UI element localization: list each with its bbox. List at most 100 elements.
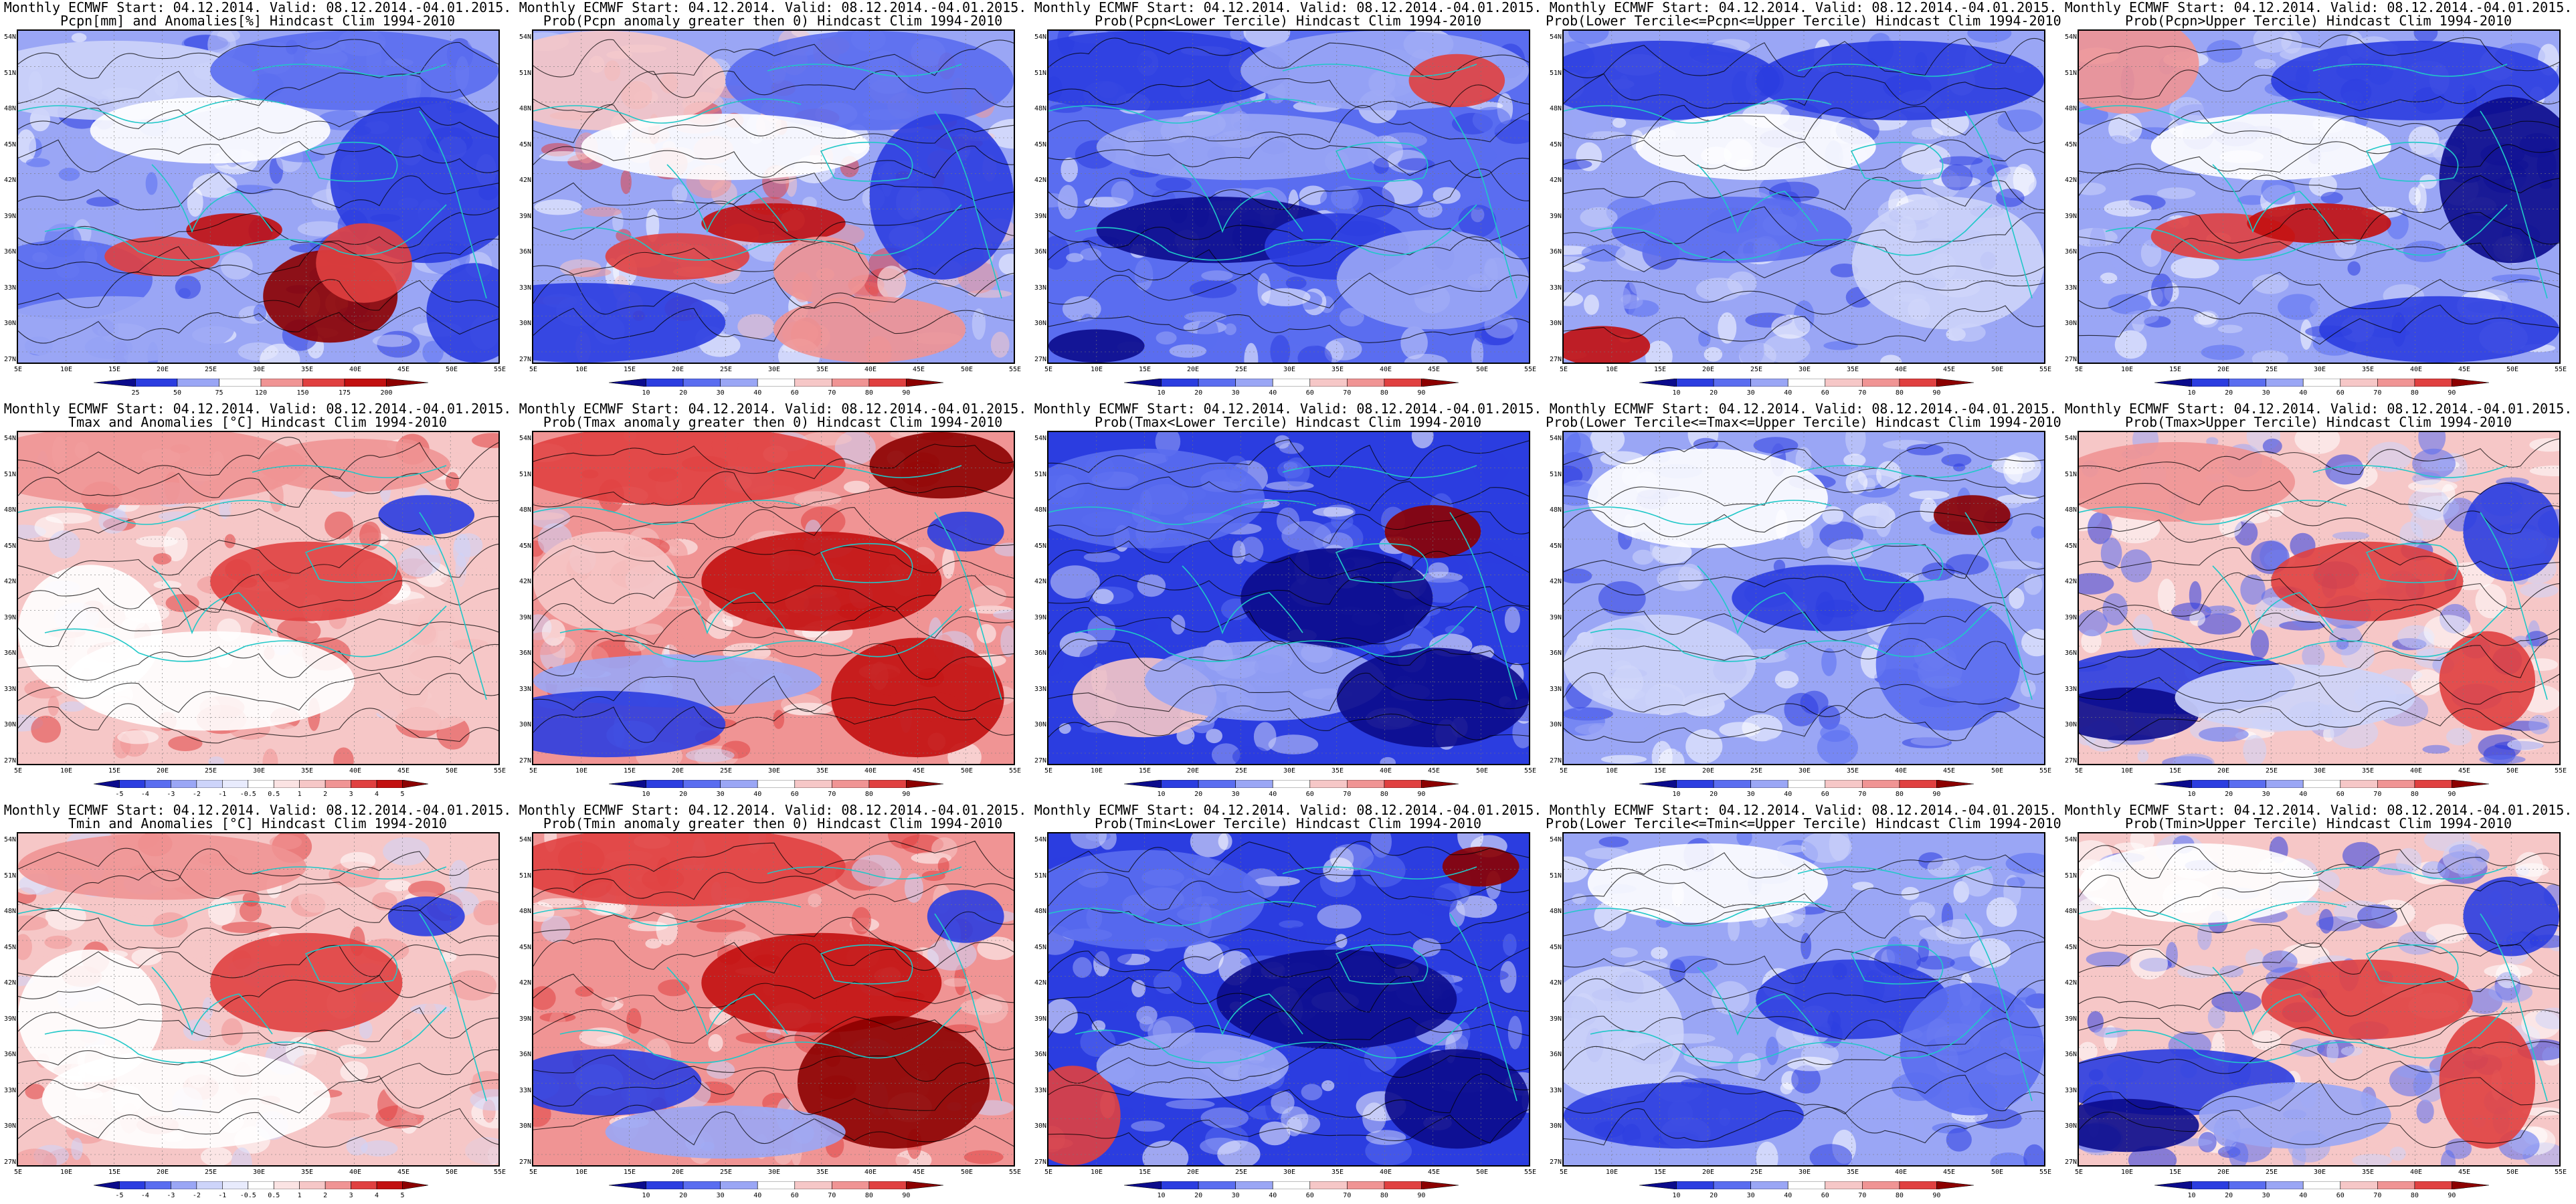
contour-line (533, 172, 1014, 206)
contour-line (1564, 1007, 2044, 1047)
lat-label: 36N (1549, 1051, 1562, 1059)
contour-line (533, 637, 1014, 680)
field-patch (1876, 461, 1902, 489)
coastline (2079, 98, 2347, 124)
lat-label: 51N (2064, 872, 2077, 880)
field-patch (2197, 613, 2241, 635)
colorbar-tick-label: 40 (753, 791, 762, 798)
field-patch (1131, 1120, 1165, 1132)
colorbar-segment (2452, 1181, 2489, 1189)
field-patch (1572, 893, 1586, 904)
field-patch (1484, 312, 1518, 338)
field-region (2463, 482, 2559, 582)
field-region (773, 236, 870, 303)
lat-label: 36N (519, 1051, 531, 1059)
lon-label: 10E (60, 1169, 73, 1176)
contour-line (1048, 136, 1529, 179)
lat-label: 42N (1034, 578, 1046, 586)
coastline (1697, 164, 1819, 233)
lon-label: 55E (1524, 366, 1537, 373)
colorbar-segment (351, 780, 377, 788)
lat-label: 30N (1034, 1122, 1046, 1130)
field-patch (2412, 448, 2456, 479)
colorbar (609, 379, 943, 387)
field-patch (1852, 882, 1874, 891)
contour-line (1048, 1109, 1529, 1148)
contour-line (2079, 168, 2559, 213)
panel-title: Monthly ECMWF Start: 04.12.2014. Valid: … (1549, 802, 2057, 818)
coastline (18, 901, 286, 926)
colorbar-tick-label: -2 (192, 791, 201, 798)
field-patch (1678, 563, 1702, 589)
coastline (419, 110, 487, 299)
colorbar-tick-label: 10 (1672, 791, 1681, 798)
contour-line (533, 575, 1014, 612)
lon-label: 30E (767, 1169, 781, 1176)
field-region (426, 263, 498, 363)
field-patch (1574, 723, 1625, 736)
colorbar-segment (1124, 780, 1162, 788)
colorbar-segment (177, 379, 219, 387)
field-region (2439, 97, 2559, 264)
field-patch (1230, 31, 1247, 41)
lat-label: 48N (3, 908, 16, 916)
coastline (419, 913, 487, 1102)
lon-label: 45E (1427, 1169, 1441, 1176)
lat-label: 33N (3, 1086, 16, 1094)
colorbar-segment (757, 379, 796, 387)
colorbar-tick-label: 30 (1746, 1192, 1755, 1199)
field-patch (970, 585, 1007, 607)
field-patch (2016, 987, 2037, 1001)
field-patch (2114, 842, 2145, 851)
coastline (559, 1007, 962, 1064)
map-panel: Monthly ECMWF Start: 04.12.2014. Valid: … (0, 803, 515, 1204)
field-patch (1658, 748, 1685, 764)
field-patch (963, 1150, 1004, 1165)
lon-label: 5E (2074, 1169, 2084, 1176)
colorbar (1124, 1181, 1459, 1189)
field-patch (1941, 164, 1973, 191)
colorbar-segment (609, 780, 646, 788)
field-patch (1417, 201, 1443, 218)
colorbar-segment (794, 1181, 832, 1189)
colorbar-tick-label: 3 (349, 1192, 353, 1199)
lon-label: 50E (2506, 1169, 2519, 1176)
colorbar-segment (1899, 379, 1937, 387)
map-panel: Monthly ECMWF Start: 04.12.2014. Valid: … (1030, 803, 1546, 1204)
field-region (2079, 31, 2199, 114)
lat-label: 39N (3, 212, 16, 220)
contour-line (533, 706, 1014, 743)
coastline (1590, 605, 1993, 662)
colorbar-segment (2154, 379, 2192, 387)
lat-label: 33N (3, 284, 16, 292)
panel-subtitle: Prob(Tmax anomaly greater then 0) Hindca… (543, 414, 1003, 430)
lon-label: 15E (108, 767, 121, 775)
lon-label: 5E (2074, 767, 2084, 775)
coastline (18, 500, 286, 525)
field-patch (2000, 496, 2023, 508)
lat-label: 27N (3, 1159, 16, 1166)
field-region (2079, 843, 2319, 923)
field-patch (2088, 512, 2112, 544)
contour-line (2079, 1077, 2559, 1115)
field-patch (1087, 615, 1116, 643)
colorbar-tick-label: 70 (1343, 791, 1352, 798)
lon-label: 5E (1559, 366, 1568, 373)
contour-line (1048, 605, 1529, 645)
colorbar-segment (1676, 1181, 1714, 1189)
colorbar-segment (906, 379, 943, 387)
field-region (1875, 598, 2021, 731)
lon-label: 5E (529, 1169, 538, 1176)
coastline (18, 98, 286, 124)
colorbar-segment (794, 379, 832, 387)
field-patch (44, 935, 72, 949)
field-patch (1512, 716, 1529, 748)
lat-label: 45N (519, 542, 531, 550)
field-patch (458, 1138, 498, 1165)
lat-label: 39N (3, 613, 16, 621)
colorbar-tick-label: 20 (1710, 791, 1718, 798)
field-patch (1352, 186, 1395, 219)
lon-label: 20E (1186, 767, 1200, 775)
field-patch (1339, 308, 1364, 326)
lon-label: 10E (1090, 1169, 1103, 1176)
